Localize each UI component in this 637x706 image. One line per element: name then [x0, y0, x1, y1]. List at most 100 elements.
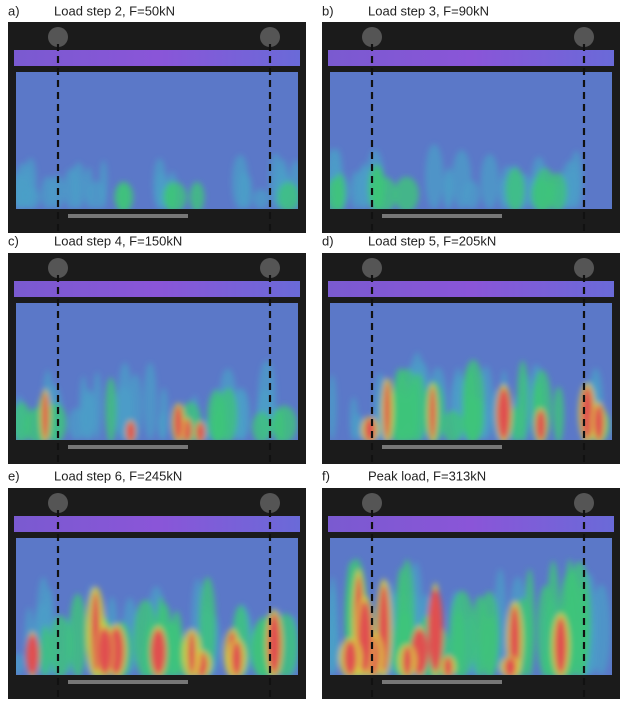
strain-band: [548, 172, 567, 209]
top-flange: [328, 50, 614, 66]
strain-band: [159, 387, 169, 440]
strain-band: [42, 392, 49, 440]
strain-band: [174, 405, 183, 440]
gauge: [362, 258, 382, 278]
panel-caption: Load step 2, F=50kN: [54, 3, 175, 18]
gauge: [48, 258, 68, 278]
bottom-edge: [68, 680, 188, 684]
gauge: [48, 27, 68, 47]
strain-band: [405, 383, 419, 440]
strain-band: [22, 187, 41, 209]
strain-map: [8, 22, 306, 233]
strain-band: [231, 641, 242, 675]
strain-map: [8, 488, 306, 699]
bottom-edge: [68, 214, 188, 218]
strain-band: [277, 182, 298, 209]
strain-map: [322, 253, 620, 464]
strain-band: [497, 388, 511, 440]
strain-band: [189, 182, 205, 209]
top-flange: [14, 50, 300, 66]
bottom-edge: [68, 445, 188, 449]
strain-field: [16, 576, 298, 675]
gauge: [574, 493, 594, 513]
panel-label: a): [8, 3, 20, 18]
strain-band: [330, 374, 337, 440]
strain-band: [40, 176, 56, 209]
strain-band: [425, 144, 444, 209]
strain-band: [577, 583, 589, 675]
panel-caption: Peak load, F=313kN: [368, 468, 486, 483]
strain-band: [442, 410, 463, 440]
strain-band: [199, 576, 217, 675]
top-flange: [14, 281, 300, 297]
panel-label: d): [322, 233, 334, 248]
strain-band: [196, 422, 205, 440]
strain-band: [81, 389, 96, 440]
strain-band: [463, 367, 477, 440]
strain-band: [463, 180, 480, 209]
strain-band: [97, 627, 113, 675]
strain-band: [478, 591, 500, 675]
strain-band: [143, 362, 157, 440]
strain-band: [343, 640, 357, 675]
strain-band: [253, 188, 270, 209]
bottom-edge: [382, 680, 502, 684]
strain-band: [330, 177, 344, 209]
gauge: [362, 493, 382, 513]
panel-label: c): [8, 233, 19, 248]
strain-band: [364, 418, 376, 440]
strain-band: [84, 166, 94, 209]
strain-band: [593, 404, 604, 440]
bottom-edge: [382, 445, 502, 449]
strain-band: [63, 168, 80, 209]
strain-map: [8, 253, 306, 464]
strain-band: [504, 657, 516, 675]
strain-band: [45, 403, 67, 440]
strain-band: [516, 360, 529, 440]
strain-band: [498, 177, 508, 209]
strain-band: [170, 610, 183, 675]
strain-band: [427, 588, 443, 672]
strain-band: [394, 176, 419, 209]
gauge: [260, 258, 280, 278]
bottom-edge: [382, 214, 502, 218]
strain-band: [536, 585, 555, 675]
strain-band: [162, 182, 187, 209]
strain-band: [373, 177, 397, 209]
top-flange: [14, 516, 300, 532]
strain-band: [234, 389, 250, 440]
strain-band: [188, 632, 196, 675]
strain-band: [25, 634, 39, 675]
gauge: [574, 258, 594, 278]
strain-band: [271, 405, 297, 440]
strain-band: [384, 382, 391, 439]
top-flange: [328, 516, 614, 532]
strain-band: [505, 167, 525, 209]
strain-band: [16, 652, 25, 675]
strain-band: [99, 160, 108, 209]
strain-band: [153, 158, 167, 209]
panel-caption: Load step 5, F=205kN: [368, 233, 496, 248]
gauge: [574, 27, 594, 47]
strain-band: [480, 154, 499, 209]
strain-band: [251, 411, 272, 440]
panel-caption: Load step 4, F=150kN: [54, 233, 182, 248]
strain-band: [569, 150, 583, 209]
panel-label: f): [322, 468, 330, 483]
strain-band: [114, 182, 134, 209]
gauge: [260, 27, 280, 47]
strain-band: [592, 584, 611, 675]
strain-map: [322, 488, 620, 699]
strain-band: [238, 170, 249, 209]
strain-band: [105, 377, 117, 440]
panel-label: b): [322, 3, 334, 18]
top-flange: [328, 281, 614, 297]
strain-band: [553, 386, 565, 440]
strain-band: [452, 610, 466, 675]
strain-band: [49, 615, 72, 675]
strain-map: [322, 22, 620, 233]
strain-band: [442, 169, 453, 209]
gauge: [48, 493, 68, 513]
strain-field: [330, 558, 611, 675]
